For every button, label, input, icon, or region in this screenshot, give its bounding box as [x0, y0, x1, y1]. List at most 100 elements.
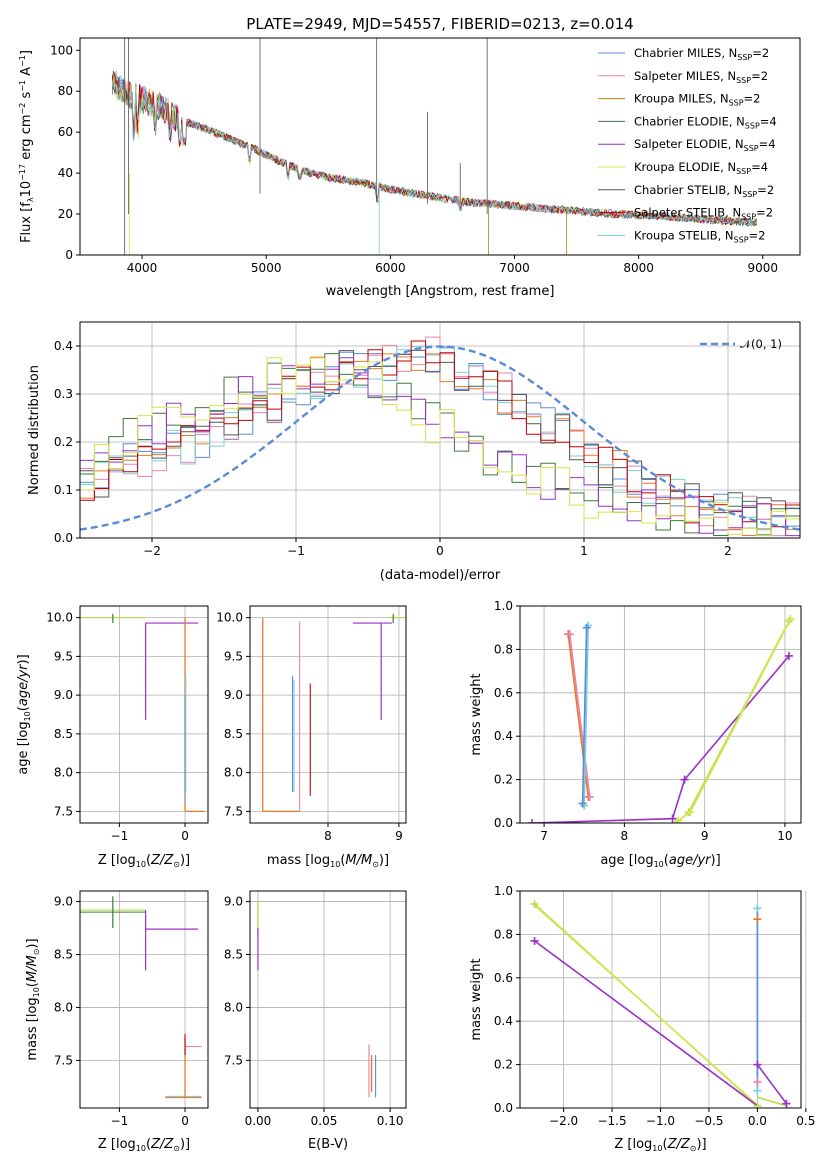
x-tick-label: 9 [395, 829, 403, 843]
y-tick-label: 7.5 [224, 804, 243, 818]
y-axis-label: Flux [fλ10−17 erg cm−2 s−1 A−1] [18, 50, 35, 243]
figure-title: PLATE=2949, MJD=54557, FIBERID=0213, z=0… [246, 15, 633, 33]
y-tick-label: 10.0 [46, 611, 73, 625]
x-tick-label: 0.05 [311, 1114, 338, 1128]
x-tick-label: 0.0 [748, 1114, 767, 1128]
axes-frame [79, 890, 209, 1109]
y-axis-label: mass weight [469, 673, 484, 755]
x-tick-label: −2 [143, 544, 161, 558]
y-tick-label: 60 [58, 125, 73, 139]
y-tick-label: 80 [58, 84, 73, 98]
y-axis-label: Normed distribution [27, 365, 42, 495]
age-vs-metallicity-panel: −1 0 7.5 8.0 8.5 9.0 9.5 10.0 age [log10(age/yr)… [16, 605, 209, 869]
spectrum-panel: 4000 5000 6000 7000 8000 9000 0 20 40 60 80 100 wave… [18, 37, 801, 299]
y-tick-label: 8.5 [224, 948, 243, 962]
y-tick-label: 0.8 [494, 927, 513, 941]
plot-area [257, 901, 377, 1098]
y-tick-label: 10.0 [216, 611, 243, 625]
y-tick-label: 0.2 [54, 435, 73, 449]
x-tick-label: −1 [111, 829, 129, 843]
y-tick-label: 0.1 [54, 483, 73, 497]
y-tick-label: 1.0 [494, 599, 513, 613]
y-tick-label: 8.0 [54, 766, 73, 780]
y-tick-label: 9.0 [54, 688, 73, 702]
legend-entry: Chabrier MILES, NSSP=2 [634, 46, 769, 62]
x-tick-label: 2 [724, 544, 732, 558]
spectrum-legend: Chabrier MILES, NSSP=2 Salpeter MILES, NS… [598, 46, 777, 244]
y-tick-label: 0.4 [494, 729, 513, 743]
spectrum-line-8 [111, 74, 757, 227]
y-tick-label: 7.5 [224, 1053, 243, 1067]
plot-area [80, 896, 202, 1099]
x-tick-label: 4000 [127, 261, 158, 275]
weight-vs-metallicity-panel: −2.0 −1.5 −1.0 −0.5 0.0 0.5 0.0 0.2 0.4 0.6 0.8 1.0… [469, 884, 815, 1153]
y-tick-label: 8.0 [224, 1000, 243, 1014]
y-tick-label: 9.0 [224, 895, 243, 909]
y-tick-label: 9.0 [54, 895, 73, 909]
x-tick-label: 9000 [747, 261, 778, 275]
plot-area [528, 615, 795, 823]
x-axis-label: E(B-V) [308, 1137, 348, 1152]
y-tick-label: 9.5 [54, 649, 73, 663]
y-tick-label: 0.3 [54, 387, 73, 401]
x-tick-label: 0 [181, 829, 189, 843]
x-tick-label: 8 [621, 829, 629, 843]
age-vs-mass-panel: 8 9 7.5 8.0 8.5 9.0 9.5 10.0 mass [log10(M/M⊙)] [216, 605, 407, 869]
x-tick-label: −1.0 [646, 1114, 675, 1128]
y-tick-label: 0.0 [54, 531, 73, 545]
x-axis-label: Z [log10(Z/Z⊙)] [614, 1137, 706, 1153]
y-tick-label: 0.2 [494, 773, 513, 787]
y-tick-label: 7.5 [54, 1053, 73, 1067]
x-tick-label: 1 [580, 544, 588, 558]
plot-area [80, 613, 205, 813]
zweight-line-2 [534, 940, 758, 1107]
histogram-4 [80, 349, 800, 514]
histogram-5 [80, 340, 800, 528]
histogram-6 [80, 353, 800, 536]
legend-entry: Kroupa MILES, NSSP=2 [634, 92, 760, 108]
y-tick-label: 9.5 [224, 649, 243, 663]
x-tick-label: 6000 [375, 261, 406, 275]
legend-entry-normal: 𝒩(0, 1) [740, 337, 782, 351]
x-tick-label: −2.0 [549, 1114, 578, 1128]
y-tick-label: 0 [65, 248, 73, 262]
y-tick-label: 9.0 [224, 688, 243, 702]
x-tick-label: −1 [111, 1114, 129, 1128]
x-tick-label: 0 [181, 1114, 189, 1128]
plot-area [262, 613, 406, 813]
axes-frame [249, 890, 407, 1109]
legend-entry: Salpeter ELODIE, NSSP=4 [634, 137, 776, 153]
axes-frame [519, 605, 802, 824]
y-axis-label: mass weight [469, 958, 484, 1040]
x-tick-label: −0.5 [694, 1114, 723, 1128]
mass-vs-metallicity-panel: −1 0 7.5 8.0 8.5 9.0 mass [log10(M/M⊙)] Z [log1… [25, 890, 209, 1153]
plot-area [80, 336, 800, 537]
x-tick-label: 0 [436, 544, 444, 558]
x-tick-label: 7000 [499, 261, 530, 275]
zweight-line-1 [534, 905, 759, 1107]
y-tick-label: 0.6 [494, 686, 513, 700]
x-tick-label: −1.5 [597, 1114, 626, 1128]
x-axis-label: wavelength [Angstrom, rest frame] [326, 284, 555, 299]
y-tick-label: 8.0 [224, 766, 243, 780]
y-tick-label: 0.0 [494, 816, 513, 830]
x-tick-label: 8000 [623, 261, 654, 275]
y-tick-label: 8.5 [54, 948, 73, 962]
plot-area [530, 900, 791, 1108]
x-tick-label: 0.10 [377, 1114, 404, 1128]
legend-entry: Salpeter STELIB, NSSP=2 [634, 206, 773, 222]
y-tick-label: 0.4 [494, 1014, 513, 1028]
y-tick-label: 0.2 [494, 1058, 513, 1072]
histogram-8 [80, 357, 800, 537]
legend-entry: Chabrier ELODIE, NSSP=4 [634, 114, 777, 130]
zweight-line-3 [756, 1064, 788, 1105]
weight-line-3 [581, 627, 588, 804]
x-tick-label: 8 [324, 829, 332, 843]
x-tick-label: 0.00 [245, 1114, 272, 1128]
x-axis-label: age [log10(age/yr)] [600, 853, 720, 869]
y-tick-label: 40 [58, 166, 73, 180]
legend-entry: Salpeter MILES, NSSP=2 [634, 69, 768, 85]
y-tick-label: 0.4 [54, 339, 73, 353]
y-tick-label: 8.5 [224, 727, 243, 741]
residuals-panel: −2 −1 0 1 2 0.0 0.1 0.2 0.3 0.4 𝒩(0, 1) (data-model… [27, 321, 801, 583]
